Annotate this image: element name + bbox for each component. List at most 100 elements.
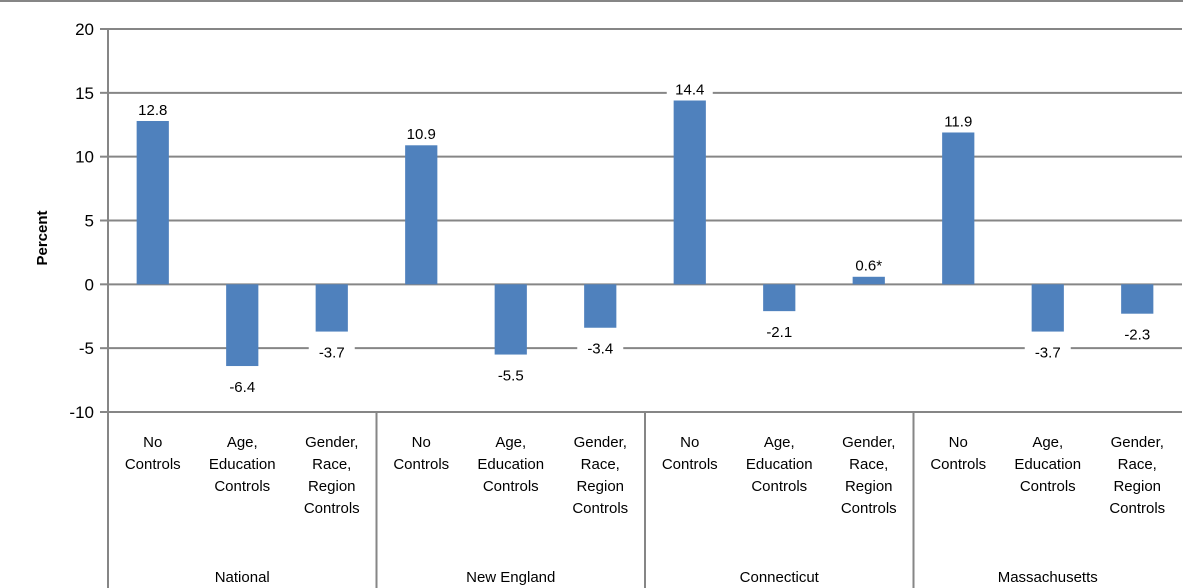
- category-label: Age, Education Controls: [1014, 434, 1081, 495]
- category-label-line: Race,: [312, 456, 351, 473]
- bar: [405, 145, 438, 285]
- category-label-line: Controls: [483, 478, 539, 495]
- category-label-line: Gender,: [574, 434, 627, 451]
- category-label-line: Region: [1113, 478, 1161, 495]
- bar: [1121, 284, 1154, 314]
- data-label: -2.1: [766, 324, 792, 341]
- data-label: 14.4: [675, 81, 704, 98]
- category-label-line: Controls: [572, 500, 628, 517]
- category-label: No Controls: [393, 434, 449, 473]
- category-label-line: Race,: [581, 456, 620, 473]
- y-tick-label: 0: [85, 275, 94, 294]
- category-label-line: Education: [209, 456, 276, 473]
- category-label: Gender, Race, Region Controls: [572, 434, 628, 517]
- category-label-line: Controls: [304, 500, 360, 517]
- y-tick-label: 10: [75, 148, 94, 167]
- data-label: -2.3: [1124, 327, 1150, 344]
- bar: [673, 100, 706, 285]
- category-label: Gender, Race, Region Controls: [841, 434, 897, 517]
- category-label-line: Age,: [1032, 434, 1063, 451]
- category-label-line: Gender,: [842, 434, 895, 451]
- data-labels: 12.8 -6.4 -3.7 10.9 -5.5 -3.4 14.4 -2.1 0.6* 11.9…: [129, 78, 1161, 399]
- data-label: -3.7: [1035, 345, 1061, 362]
- category-label-line: Education: [1014, 456, 1081, 473]
- data-label-background: [577, 337, 624, 360]
- category-label-line: Controls: [125, 456, 181, 473]
- data-label-background: [308, 341, 355, 364]
- y-tick-label: -10: [69, 403, 94, 422]
- bar: [942, 132, 975, 285]
- y-tick-labels: 20 15 10 5 0 -5 -10: [69, 20, 94, 422]
- category-label: No Controls: [930, 434, 986, 473]
- bar: [763, 284, 796, 312]
- data-label-background: [845, 254, 892, 277]
- data-label-background: [1024, 341, 1071, 364]
- category-label-line: No: [949, 434, 968, 451]
- category-label-line: Education: [477, 456, 544, 473]
- data-label-background: [1114, 323, 1161, 346]
- category-label-line: Controls: [393, 456, 449, 473]
- group-label: Massachusetts: [998, 569, 1098, 586]
- category-label-line: Region: [308, 478, 356, 495]
- group-label: New England: [466, 569, 555, 586]
- category-label: Age, Education Controls: [209, 434, 276, 495]
- category-label: No Controls: [125, 434, 181, 473]
- category-label-line: Controls: [1020, 478, 1076, 495]
- category-label-line: Gender,: [1111, 434, 1164, 451]
- group-label: Connecticut: [740, 569, 820, 586]
- category-label: Gender, Race, Region Controls: [304, 434, 360, 517]
- category-label-line: Controls: [841, 500, 897, 517]
- data-label-background: [129, 98, 176, 121]
- category-label: Age, Education Controls: [477, 434, 544, 495]
- category-label-line: Race,: [849, 456, 888, 473]
- category-label-line: Age,: [495, 434, 526, 451]
- bar: [584, 284, 617, 328]
- category-label-line: No: [412, 434, 431, 451]
- category-label-line: Age,: [227, 434, 258, 451]
- category-labels: No Controls Age, Education Controls Gender, Ra…: [125, 434, 1165, 517]
- data-label-background: [219, 376, 266, 399]
- category-label-line: No: [143, 434, 162, 451]
- category-label-line: Controls: [751, 478, 807, 495]
- category-label-line: Gender,: [305, 434, 358, 451]
- data-label: -5.5: [498, 368, 524, 385]
- gridlines: [100, 28, 1182, 413]
- bar: [136, 120, 169, 285]
- bar: [315, 284, 348, 332]
- data-label: 11.9: [944, 113, 972, 130]
- data-label-background: [487, 364, 534, 387]
- group-label: National: [215, 569, 270, 586]
- bar: [226, 284, 259, 367]
- category-label-line: Region: [576, 478, 624, 495]
- category-label-line: Controls: [1109, 500, 1165, 517]
- category-label-line: Controls: [214, 478, 270, 495]
- group-labels: National New England Connecticut Massachuse…: [215, 569, 1098, 586]
- y-tick-label: 20: [75, 20, 94, 39]
- category-label-line: Education: [746, 456, 813, 473]
- category-label: Age, Education Controls: [746, 434, 813, 495]
- data-label: -3.7: [319, 345, 345, 362]
- data-label-background: [935, 110, 982, 133]
- data-label: -3.4: [587, 341, 613, 358]
- bar: [494, 284, 527, 355]
- category-label-line: Controls: [662, 456, 718, 473]
- data-label-background: [756, 321, 803, 344]
- category-label-line: Age,: [764, 434, 795, 451]
- category-label-line: Controls: [930, 456, 986, 473]
- category-label-line: No: [680, 434, 699, 451]
- y-tick-label: 5: [85, 212, 94, 231]
- data-label: 12.8: [138, 102, 167, 119]
- category-label-line: Region: [845, 478, 893, 495]
- y-axis-label: Percent: [34, 210, 51, 265]
- bar: [1031, 284, 1064, 332]
- data-label: 0.6*: [855, 258, 882, 275]
- y-tick-label: 15: [75, 84, 94, 103]
- bar: [852, 276, 885, 285]
- category-label-line: Race,: [1118, 456, 1157, 473]
- data-label: -6.4: [229, 379, 255, 396]
- data-label-background: [666, 78, 713, 101]
- category-label: No Controls: [662, 434, 718, 473]
- data-label: 10.9: [407, 126, 436, 143]
